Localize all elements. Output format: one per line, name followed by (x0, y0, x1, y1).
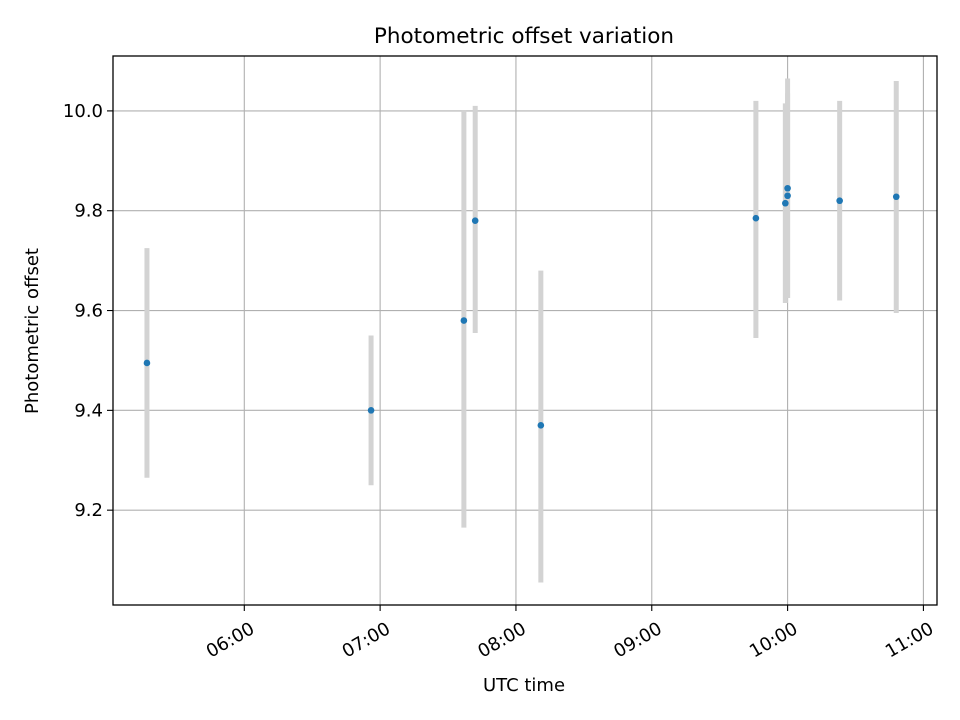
y-tick-label: 10.0 (63, 101, 103, 122)
data-points (143, 184, 900, 429)
x-axis-ticks: 06:00 07:00 08:00 09:00 10:00 11:00 (203, 605, 937, 662)
y-tick-label: 9.8 (74, 201, 103, 222)
data-point (782, 199, 789, 207)
data-point (892, 193, 900, 201)
data-point (471, 217, 479, 224)
y-axis-title: Photometric offset (22, 248, 43, 414)
data-point (143, 359, 151, 367)
x-tick-label: 06:00 (203, 618, 258, 662)
x-tick-label: 09:00 (610, 618, 665, 662)
x-tick-label: 11:00 (882, 618, 937, 662)
grid (113, 56, 937, 605)
errorbars (144, 78, 899, 583)
x-tick-label: 08:00 (474, 618, 529, 662)
y-axis-ticks: 9.2 9.4 9.6 9.8 10.0 (63, 101, 113, 521)
data-point (367, 407, 375, 414)
y-tick-label: 9.2 (74, 500, 103, 521)
x-tick-label: 10:00 (746, 618, 801, 662)
plot-frame (112, 55, 938, 606)
data-point (784, 192, 791, 200)
data-point (752, 214, 760, 222)
x-axis-title: UTC time (483, 675, 565, 696)
x-tick-label: 07:00 (339, 618, 394, 662)
data-point (537, 422, 545, 429)
data-point (836, 197, 843, 205)
y-tick-label: 9.6 (74, 301, 103, 322)
data-point (460, 317, 468, 324)
chart-title: Photometric offset variation (374, 24, 674, 49)
data-point (784, 184, 791, 192)
y-tick-label: 9.4 (74, 400, 103, 421)
